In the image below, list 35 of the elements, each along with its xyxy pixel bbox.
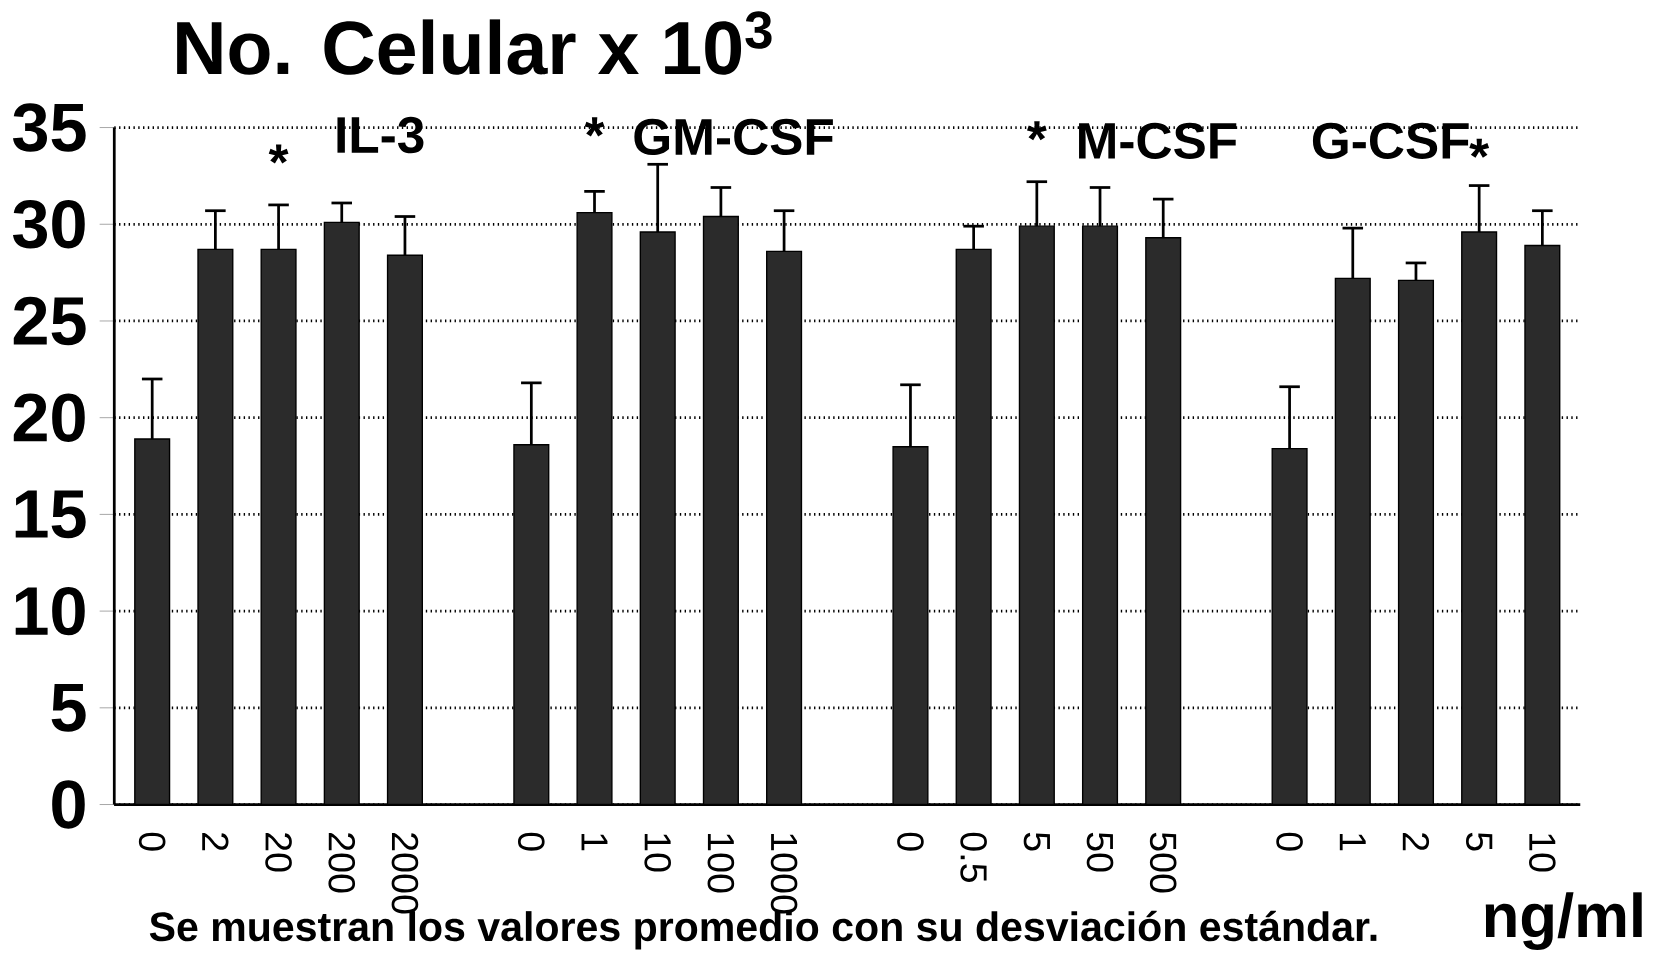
x-tick-label: 10 [1529, 833, 1556, 872]
x-tick-label: 0 [897, 832, 924, 851]
x-tick-label: 0.5 [960, 832, 987, 882]
x-tick-label: 0 [517, 832, 545, 851]
annotation: * [1469, 138, 1490, 158]
y-tick-label: 5 [51, 683, 86, 732]
y-tick-label: 20 [13, 393, 85, 442]
annotation: * [584, 117, 605, 137]
y-tick-label: 25 [13, 296, 86, 345]
y-tick-label: 35 [12, 103, 86, 152]
annotation: G-CSF [1312, 122, 1469, 159]
y-tick-label: 30 [12, 199, 85, 249]
x-tick-label: 200 [328, 832, 356, 893]
x-tick-label: 0 [1276, 832, 1303, 851]
x-tick-label: 10 [644, 833, 671, 872]
annotation: IL-3 [337, 116, 424, 154]
y-tick-label: 10 [15, 586, 85, 636]
y-tick-label: 15 [15, 490, 86, 539]
x-tick-label: 50 [1086, 832, 1114, 872]
x-tick-label: 5 [1023, 832, 1050, 851]
annotation: * [268, 144, 289, 164]
x-tick-label: 5 [1466, 832, 1493, 851]
y-axis-title: No. Celular x 10$^{3}$ [177, 11, 772, 75]
annotation: GM-CSF [634, 118, 833, 155]
x-tick-label: 2 [1402, 832, 1430, 851]
x-axis-title: ng/ml [1485, 892, 1642, 950]
x-tick-label: 100 [707, 833, 735, 893]
x-tick-label: 2 [202, 832, 229, 851]
annotation: M-CSF [1079, 122, 1237, 159]
x-tick-label: 1 [1339, 833, 1366, 851]
x-tick-label: 0 [138, 832, 166, 851]
x-tick-label: 1 [581, 833, 608, 851]
annotation: * [1027, 121, 1047, 141]
x-tick-label: 20 [265, 832, 292, 872]
x-tick-label: 500 [1149, 832, 1177, 893]
